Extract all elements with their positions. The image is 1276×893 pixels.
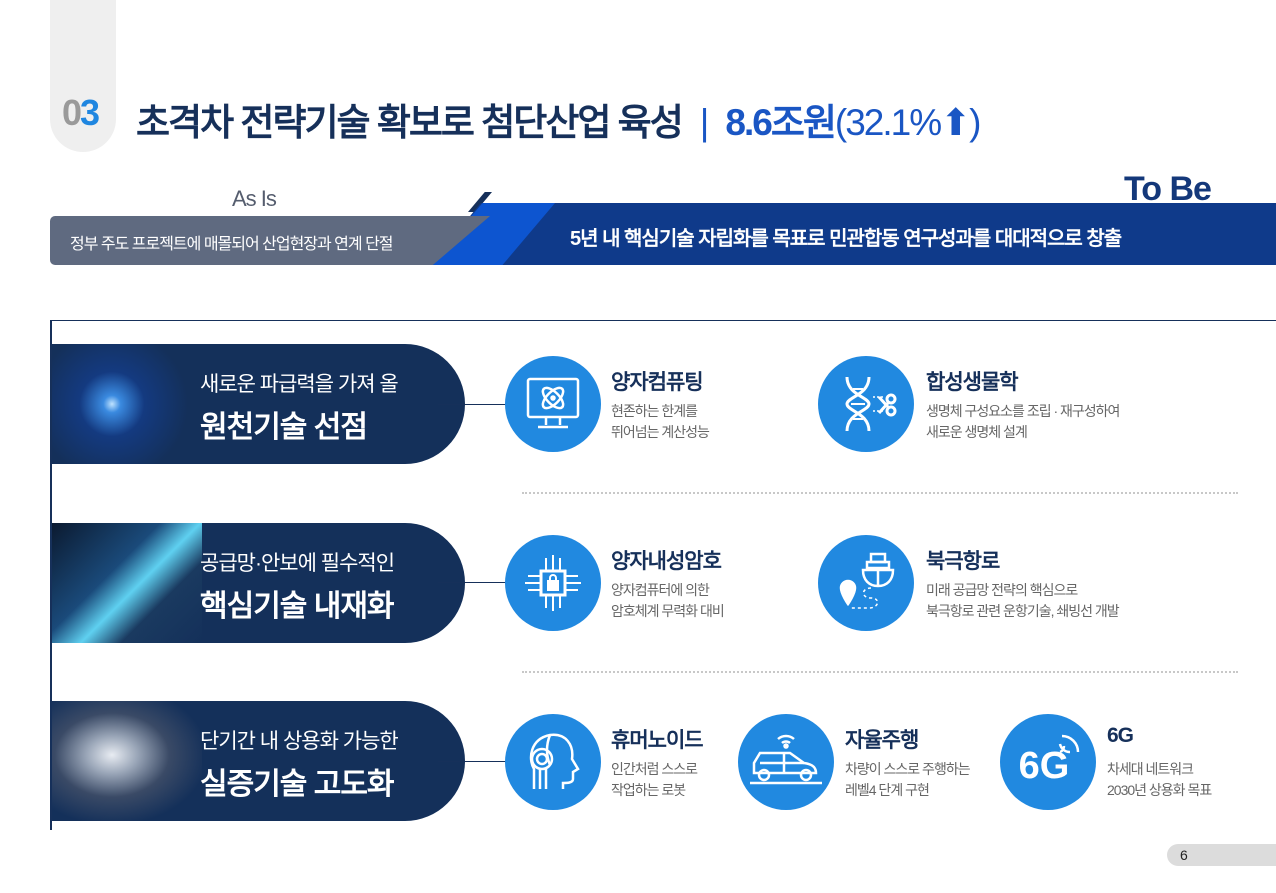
dotted-divider [522,671,1238,673]
humanoid-icon [505,714,601,810]
connector-line [438,761,508,762]
desc-line: 차량이 스스로 주행하는 [845,761,971,777]
frame-top-line [50,320,1276,321]
row-title: 핵심기술 내재화 [200,590,395,623]
to-be-label: To Be [1124,170,1212,208]
desc-line: 2030년 상용화 목표 [1107,782,1212,798]
connector-line [438,404,508,405]
item-title: 양자내성암호 [611,550,722,573]
item-title: 6G [1107,724,1134,747]
desc-line: 차세대 네트워크 [1107,761,1194,777]
desc-line: 작업하는 로봇 [611,782,686,798]
6g-icon: 6G [1000,714,1096,810]
desc-line: 북극항로 관련 운항기술, 쇄빙선 개발 [926,603,1120,619]
section-tab [50,0,116,152]
dna-scissors-icon [818,356,914,452]
section-number: 03 [62,92,100,134]
budget-amount: 8.6조원 [725,102,837,143]
ship-route-icon [818,535,914,631]
desc-line: 미래 공급망 전략의 핵심으로 [926,582,1078,598]
page-title: 초격차 전략기술 확보로 첨단산업 육성 | 8.6조원(32.1%⬆) [136,92,982,146]
chip-image [52,523,202,643]
row-pill-2: 공급망·안보에 필수적인 핵심기술 내재화 [52,523,465,643]
chip-lock-icon [505,535,601,631]
budget-percent: (32.1%⬆) [834,102,982,143]
title-separator: | [699,102,710,143]
item-title: 북극항로 [926,550,1000,573]
to-be-text: 5년 내 핵심기술 자립화를 목표로 민관합동 연구성과를 대대적으로 창출 [570,228,1122,250]
as-is-text: 정부 주도 프로젝트에 매몰되어 산업현장과 연계 단절 [70,236,394,253]
row-pill-1: 새로운 파급력을 가져 올 원천기술 선점 [52,344,465,464]
connector-line [438,582,508,583]
desc-line: 뛰어넘는 계산성능 [611,424,710,440]
desc-line: 인간처럼 스스로 [611,761,698,777]
item-title: 합성생물학 [926,371,1019,394]
dotted-divider [522,492,1238,494]
to-be-bar [430,203,1276,265]
item-description: 차세대 네트워크 2030년 상용화 목표 [1107,759,1212,801]
as-is-label: As Is [232,186,277,211]
item-title: 휴머노이드 [611,729,704,752]
section-number-gray: 0 [62,92,82,133]
quantum-computer-icon [505,356,601,452]
desc-line: 생명체 구성요소를 조립 · 재구성하여 [926,403,1120,419]
section-number-blue: 3 [80,92,100,133]
frame-left-line [50,320,52,830]
desc-line: 새로운 생명체 설계 [926,424,1028,440]
item-title: 자율주행 [845,729,919,752]
item-title: 양자컴퓨팅 [611,371,704,394]
desc-line: 암호체계 무력화 대비 [611,603,725,619]
row-title: 실증기술 고도화 [200,768,395,801]
autonomous-car-icon [738,714,834,810]
row-pill-3: 단기간 내 상용화 가능한 실증기술 고도화 [52,701,465,821]
as-is-bar: 정부 주도 프로젝트에 매몰되어 산업현장과 연계 단절 [50,216,490,265]
title-text: 초격차 전략기술 확보로 첨단산업 육성 [136,102,684,143]
page-number: 6 [1167,844,1276,866]
robot-image [52,701,202,821]
light-burst-image [52,344,202,464]
row-subtitle: 새로운 파급력을 가져 올 [200,373,399,396]
desc-line: 현존하는 한계를 [611,403,698,419]
desc-line: 양자컴퓨터에 의한 [611,582,710,598]
row-subtitle: 공급망·안보에 필수적인 [200,552,395,575]
desc-line: 레벨4 단계 구현 [845,782,930,798]
row-title: 원천기술 선점 [200,411,368,444]
row-subtitle: 단기간 내 상용화 가능한 [200,730,399,753]
